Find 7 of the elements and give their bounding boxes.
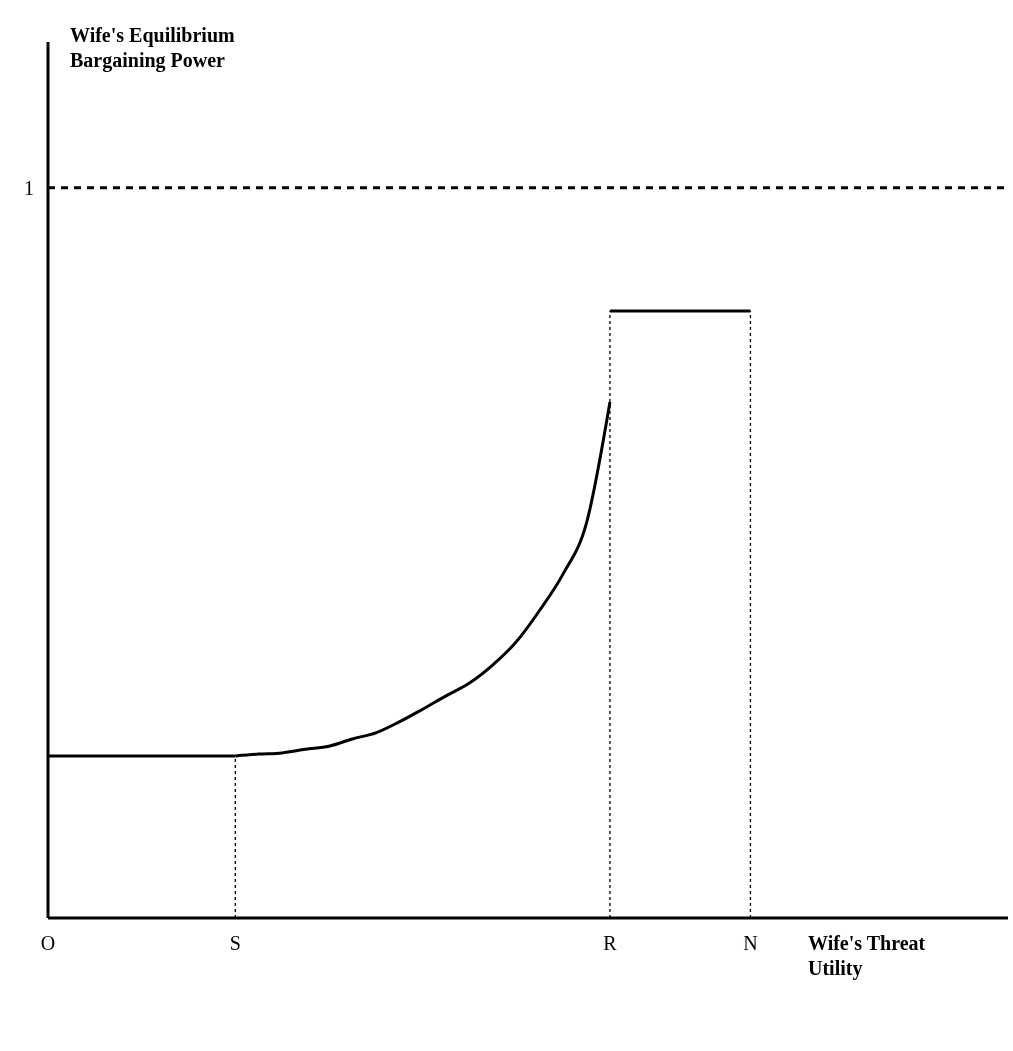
x-tick-label: S xyxy=(229,932,241,954)
x-tick-label: N xyxy=(743,932,758,954)
x-axis-title: Wife's Threat Utility xyxy=(808,932,926,980)
x-tick-label: O xyxy=(40,932,56,954)
x-tick-label: R xyxy=(603,932,618,954)
ref-line-label: 1 xyxy=(24,176,34,199)
text: Wife's Equilibrium Bargaining Power xyxy=(70,24,236,72)
